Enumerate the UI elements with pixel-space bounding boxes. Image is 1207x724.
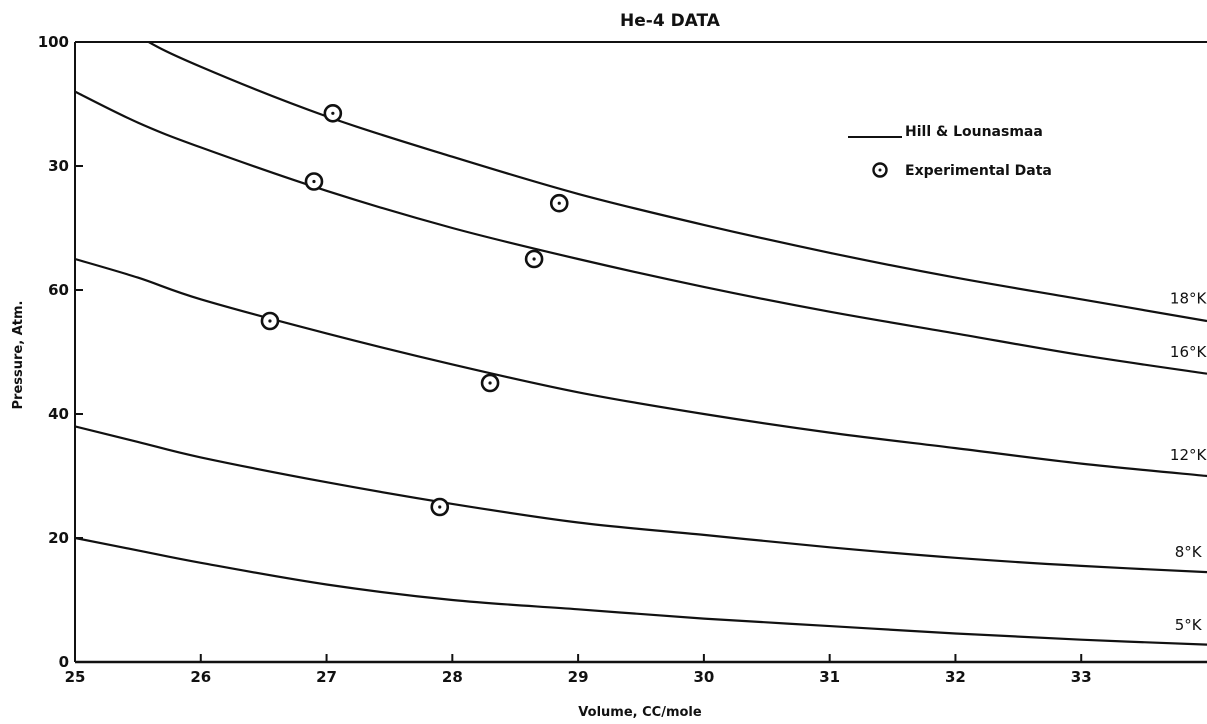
series-label: 12°K xyxy=(1170,446,1207,464)
data-point-center xyxy=(268,319,272,323)
series-line xyxy=(75,257,1207,478)
data-point-center xyxy=(488,381,492,385)
legend-label-model: Hill & Lounasmaa xyxy=(905,124,1043,140)
y-tick-label: 40 xyxy=(48,405,69,423)
curve-labels: 18°K 16°K 12°K 8°K 5°K xyxy=(1170,290,1207,634)
x-tick-label: 27 xyxy=(316,668,337,686)
series-line xyxy=(75,90,1207,375)
series-line xyxy=(146,42,1207,323)
curves xyxy=(75,42,1207,646)
data-point-center xyxy=(532,257,536,261)
x-tick-label: 28 xyxy=(442,668,463,686)
x-tick-label: 26 xyxy=(190,668,211,686)
y-axis-title: Pressure, Atm. xyxy=(11,301,26,410)
x-tick-label: 33 xyxy=(1071,668,1092,686)
series-label: 8°K xyxy=(1175,543,1203,561)
y-tick-label: 60 xyxy=(48,281,69,299)
legend: Hill & Lounasmaa Experimental Data xyxy=(848,124,1052,179)
y-tick-label: 0 xyxy=(59,653,69,671)
series-label: 18°K xyxy=(1170,290,1207,308)
data-point-center xyxy=(557,201,561,205)
chart-title: He-4 DATA xyxy=(620,11,721,31)
series-label: 5°K xyxy=(1175,616,1203,634)
data-point-center xyxy=(438,505,442,509)
series-line xyxy=(75,425,1207,574)
experimental-points xyxy=(260,104,569,517)
series-label: 16°K xyxy=(1170,343,1207,361)
axes: 25 26 27 28 29 30 31 32 33 0 20 40 60 30 100 xyxy=(38,33,1207,686)
x-tick-label: 29 xyxy=(568,668,589,686)
x-tick-label: 30 xyxy=(693,668,714,686)
x-tick-label: 32 xyxy=(945,668,966,686)
x-tick-label: 25 xyxy=(65,668,86,686)
y-tick-label: 20 xyxy=(48,529,69,547)
legend-label-experimental: Experimental Data xyxy=(905,163,1052,179)
series-line xyxy=(75,536,1207,646)
y-tick-label: 100 xyxy=(38,33,69,51)
x-axis-title: Volume, CC/mole xyxy=(578,705,702,720)
y-tick-label: 30 xyxy=(48,157,69,175)
x-tick-label: 31 xyxy=(819,668,840,686)
legend-circle-swatch xyxy=(872,162,888,178)
legend-circle-dot xyxy=(878,168,882,172)
data-point-center xyxy=(331,111,335,115)
data-point-center xyxy=(312,179,316,184)
